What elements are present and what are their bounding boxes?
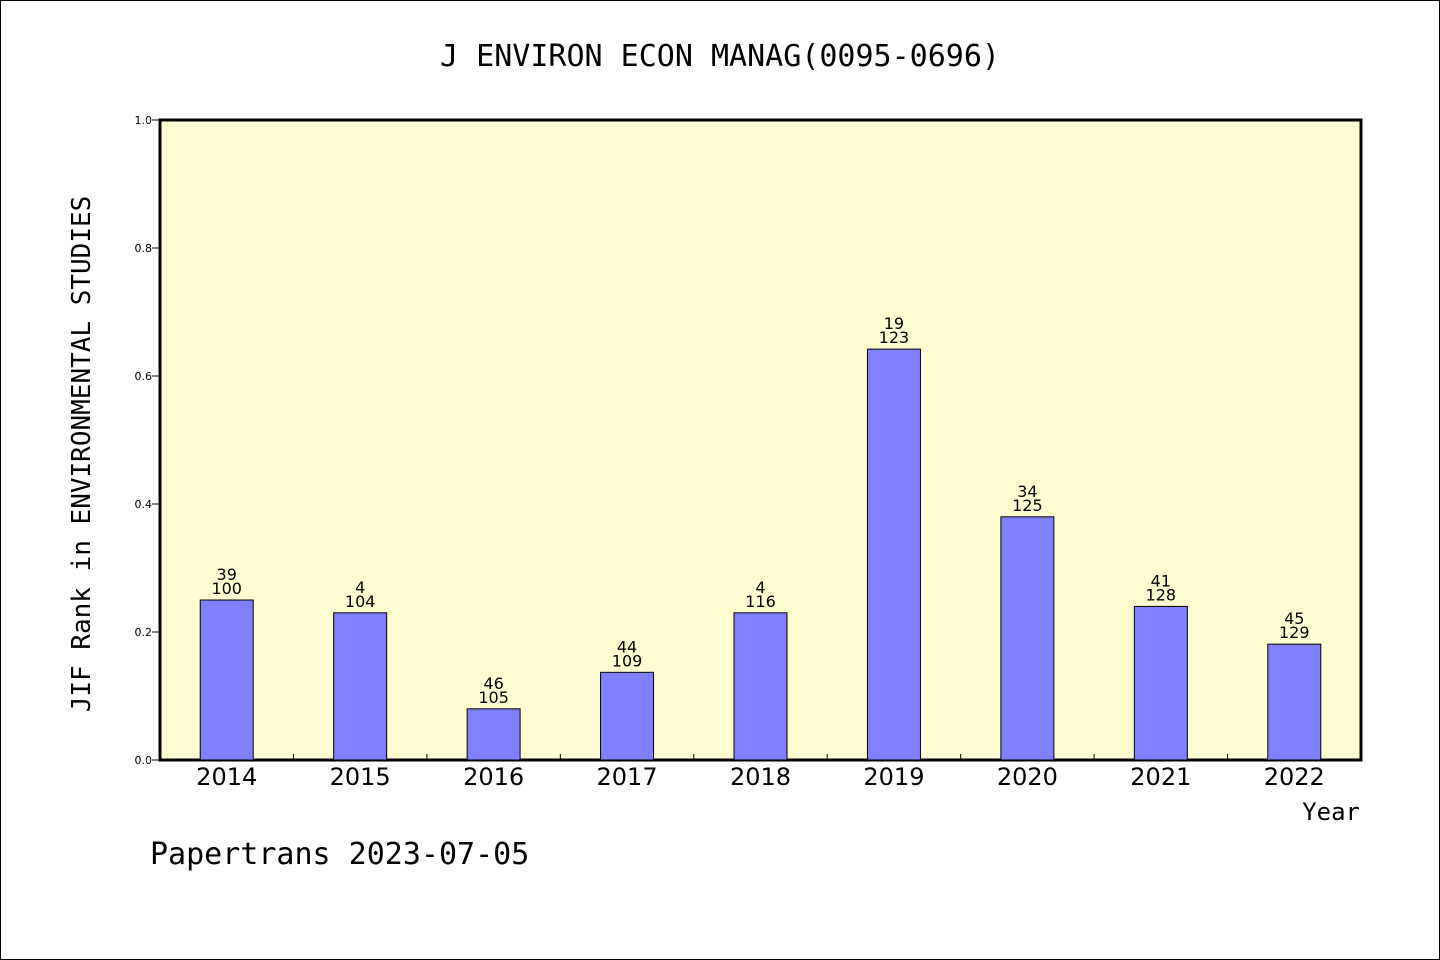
bars	[199, 348, 1322, 761]
y-tick-label: 0.2	[135, 626, 153, 639]
y-axis: 0.0 0.2 0.4 0.6 0.8 1.0	[135, 114, 160, 767]
x-tick-label: 2022	[1264, 763, 1325, 791]
x-tick-label: 2018	[730, 763, 791, 791]
bar-total-label: 125	[1012, 496, 1043, 515]
bar-total-label: 104	[345, 592, 376, 611]
bar-2016	[466, 708, 521, 761]
bar-2020	[1000, 516, 1055, 761]
y-tick-label: 0.6	[135, 370, 153, 383]
bar-total-label: 129	[1279, 623, 1310, 642]
bar-rank-label: 39	[217, 565, 237, 584]
bar-rank-label: 41	[1151, 571, 1171, 590]
x-axis-ticks	[292, 754, 1229, 760]
bar-rank-label: 4	[755, 578, 765, 597]
y-tick-label: 0.4	[135, 498, 153, 511]
bar-rank-label: 46	[483, 674, 503, 693]
x-tick-label: 2019	[863, 763, 924, 791]
bar-total-label: 100	[211, 579, 242, 598]
x-tick-label: 2021	[1130, 763, 1191, 791]
bar-rank-label: 34	[1017, 482, 1037, 501]
bar-2014	[199, 599, 254, 761]
bar-rank-label: 44	[617, 637, 637, 656]
y-axis-label: JIF Rank in ENVIRONMENTAL STUDIES	[67, 196, 97, 713]
x-tick-label: 2014	[196, 763, 257, 791]
x-axis-labels: 2014 2015 2016 2017 2018 2019 2020 2021 2022	[196, 763, 1325, 791]
bar-rank-label: 4	[355, 578, 365, 597]
bar-rank-label: 19	[884, 314, 904, 333]
y-tick-label: 1.0	[135, 114, 153, 127]
bar-total-label: 128	[1146, 585, 1177, 604]
chart-title: J ENVIRON ECON MANAG(0095-0696)	[440, 39, 1000, 74]
bar-total-label: 109	[612, 651, 643, 670]
bar-rank-label: 45	[1284, 609, 1304, 628]
bar-2022	[1267, 643, 1322, 761]
x-axis-label: Year	[1302, 798, 1360, 826]
bar-total-label: 105	[478, 688, 509, 707]
y-tick-label: 0.0	[135, 754, 153, 767]
x-tick-label: 2016	[463, 763, 524, 791]
bar-2021	[1133, 605, 1188, 761]
y-tick-label: 0.8	[135, 242, 153, 255]
bar-total-label: 123	[879, 328, 910, 347]
bar-2018	[733, 612, 788, 761]
x-tick-label: 2015	[330, 763, 391, 791]
bar-2017	[600, 671, 655, 761]
x-tick-label: 2017	[597, 763, 658, 791]
bar-total-label: 116	[745, 592, 776, 611]
bar-2019	[866, 348, 921, 761]
x-tick-label: 2020	[997, 763, 1058, 791]
source-footer: Papertrans 2023-07-05	[150, 837, 529, 872]
bar-2015	[333, 612, 388, 761]
